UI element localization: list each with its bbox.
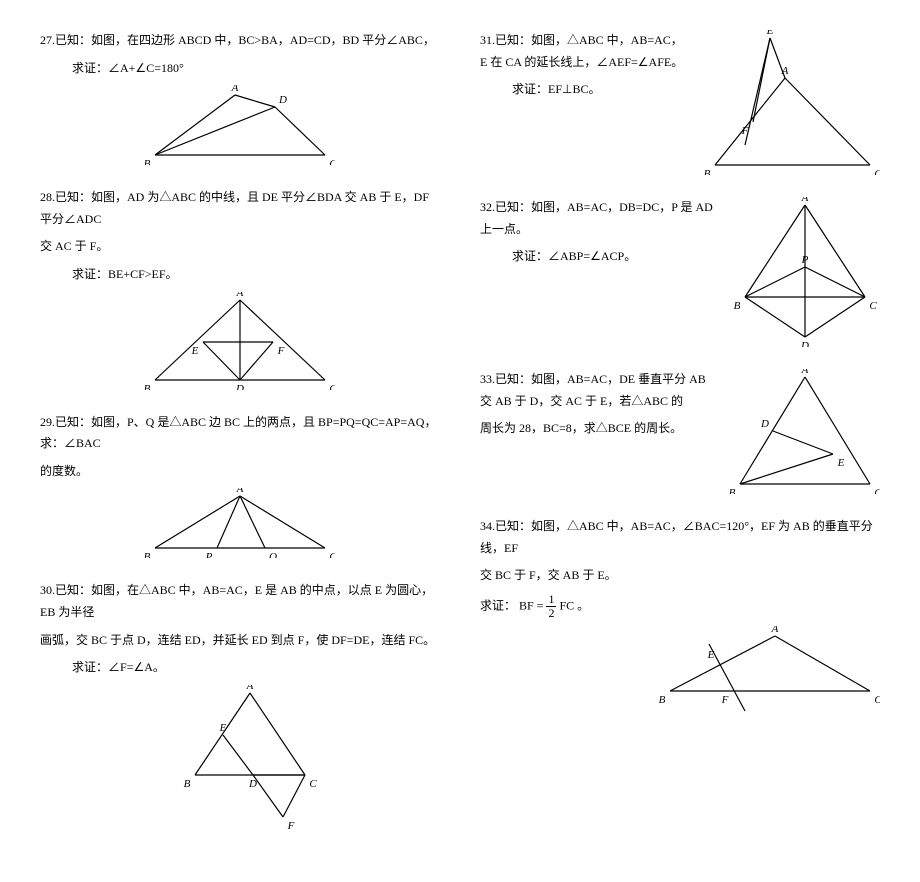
svg-text:D: D [760, 418, 769, 430]
svg-text:B: B [734, 300, 741, 312]
problem-30: 30.已知：如图，在△ABC 中，AB=AC，E 是 AB 的中点，以点 E 为… [40, 580, 440, 833]
svg-text:D: D [248, 778, 257, 790]
p34-proof-prefix: 求证： [480, 598, 516, 612]
svg-text:A: A [236, 292, 244, 299]
p34-frac-den: 2 [546, 607, 556, 620]
p34-line2: 交 BC 于 F，交 AB 于 E。 [480, 565, 880, 587]
p33-figure: A B C D E [725, 369, 880, 498]
p30-line2: 画弧，交 BC 于点 D，连结 ED，并延长 ED 到点 F，使 DF=DE，连… [40, 630, 440, 652]
problem-34: 34.已知：如图，△ABC 中，AB=AC，∠BAC=120°，EF 为 AB … [480, 516, 880, 725]
svg-text:E: E [766, 30, 774, 37]
p30-figure: A B C D E F [40, 685, 440, 834]
svg-text:C: C [309, 778, 317, 790]
svg-text:F: F [741, 125, 749, 137]
p27-figure: A B C D [40, 85, 440, 169]
svg-text:B: B [659, 694, 666, 706]
p34-suffix: 。 [577, 598, 589, 612]
left-column: 27.已知：如图，在四边形 ABCD 中，BC>BA，AD=CD，BD 平分∠A… [40, 30, 440, 852]
svg-text:C: C [869, 300, 877, 312]
problem-28: 28.已知：如图，AD 为△ABC 的中线，且 DE 平分∠BDA 交 AB 于… [40, 187, 440, 393]
p34-figure: ABCEF [480, 626, 880, 725]
svg-text:D: D [278, 94, 287, 106]
p28-line1: 28.已知：如图，AD 为△ABC 的中线，且 DE 平分∠BDA 交 AB 于… [40, 187, 440, 230]
svg-text:C: C [874, 487, 880, 494]
svg-text:B: B [145, 551, 151, 558]
p29-line1: 29.已知：如图，P、Q 是△ABC 边 BC 上的两点，且 BP=PQ=QC=… [40, 412, 440, 455]
p31-figure: A B C E F [700, 30, 880, 179]
p29-figure: A B C P Q [40, 488, 440, 562]
svg-text:F: F [287, 820, 295, 830]
svg-text:A: A [771, 626, 779, 635]
problem-32: ABCDP 32.已知：如图，AB=AC，DB=DC，P 是 AD 上一点。 求… [480, 197, 880, 351]
svg-text:C: C [329, 551, 335, 558]
p34-line3: 求证： BF = 1 2 FC 。 [480, 593, 880, 620]
problem-29: 29.已知：如图，P、Q 是△ABC 边 BC 上的两点，且 BP=PQ=QC=… [40, 412, 440, 563]
svg-text:B: B [704, 168, 711, 175]
svg-text:A: A [231, 85, 239, 94]
p28-line2: 交 AC 于 F。 [40, 236, 440, 258]
p34-frac-num: 1 [546, 593, 556, 607]
svg-text:A: A [801, 369, 809, 376]
problem-27: 27.已知：如图，在四边形 ABCD 中，BC>BA，AD=CD，BD 平分∠A… [40, 30, 440, 169]
p29-line2: 的度数。 [40, 461, 440, 483]
problem-31: ABCEF 31.已知：如图，△ABC 中，AB=AC，E 在 CA 的延长线上… [480, 30, 880, 179]
p27-line1: 27.已知：如图，在四边形 ABCD 中，BC>BA，AD=CD，BD 平分∠A… [40, 30, 440, 52]
p28-figure: A B C D E F [40, 292, 440, 394]
svg-text:B: B [184, 778, 191, 790]
right-column: ABCEF 31.已知：如图，△ABC 中，AB=AC，E 在 CA 的延长线上… [480, 30, 880, 852]
p34-line1: 34.已知：如图，△ABC 中，AB=AC，∠BAC=120°，EF 为 AB … [480, 516, 880, 559]
svg-text:Q: Q [269, 551, 277, 558]
svg-text:C: C [329, 158, 335, 165]
svg-text:E: E [837, 457, 845, 469]
svg-text:E: E [191, 345, 199, 357]
svg-text:C: C [874, 694, 880, 706]
svg-text:F: F [277, 345, 285, 357]
p34-fraction: 1 2 [546, 593, 556, 620]
svg-text:D: D [235, 383, 244, 390]
svg-text:A: A [781, 65, 789, 77]
svg-text:B: B [145, 158, 151, 165]
p30-line3: 求证：∠F=∠A。 [40, 657, 440, 679]
p34-eq-rhs: FC [559, 598, 574, 612]
p30-line1: 30.已知：如图，在△ABC 中，AB=AC，E 是 AB 的中点，以点 E 为… [40, 580, 440, 623]
svg-text:B: B [145, 383, 151, 390]
svg-text:F: F [721, 694, 729, 706]
problem-33: ABCDE 33.已知：如图，AB=AC，DE 垂直平分 AB 交 AB 于 D… [480, 369, 880, 498]
svg-text:A: A [236, 488, 244, 495]
svg-text:C: C [329, 383, 335, 390]
p34-eq-lhs: BF = [519, 598, 543, 612]
p27-line2: 求证：∠A+∠C=180° [40, 58, 440, 80]
svg-text:B: B [729, 487, 736, 494]
svg-text:P: P [205, 551, 213, 558]
svg-text:D: D [800, 340, 809, 347]
p32-figure: A B C D P [730, 197, 880, 351]
svg-text:A: A [801, 197, 809, 204]
svg-text:A: A [246, 685, 254, 692]
p28-line3: 求证：BE+CF>EF。 [40, 264, 440, 286]
svg-text:C: C [874, 168, 880, 175]
svg-text:E: E [219, 722, 227, 734]
svg-text:P: P [801, 254, 809, 266]
